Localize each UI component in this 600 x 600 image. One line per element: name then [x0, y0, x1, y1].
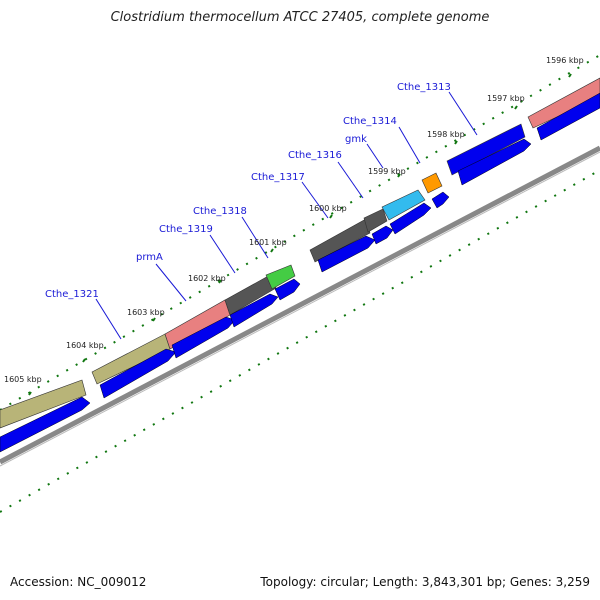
genome-summary-text: Topology: circular; Length: 3,843,301 bp…: [260, 575, 590, 589]
leader-lines: [95, 91, 478, 340]
kbp-label: 1596 kbp: [546, 56, 584, 65]
gene-label: Cthe_1319: [159, 224, 213, 235]
kbp-label: 1599 kbp: [368, 167, 406, 176]
cds-track: [0, 92, 600, 453]
gene-label: Cthe_1314: [343, 116, 397, 127]
kbp-label: 1603 kbp: [127, 308, 165, 317]
gene-cthe-1314: [421, 172, 443, 194]
backbone: [0, 145, 600, 467]
gene-label: Cthe_1318: [193, 206, 247, 217]
kbp-label: 1600 kbp: [309, 204, 347, 213]
kbp-label: 1597 kbp: [487, 94, 525, 103]
tick-track-outer: [0, 54, 600, 411]
gene-labels: Cthe_1313 Cthe_1314 gmk Cthe_1316 Cthe_1…: [45, 82, 451, 300]
gene-cthe-1316: [363, 208, 388, 233]
gene-cthe-1313: [527, 77, 600, 129]
gene-cthe-1319: [224, 273, 277, 316]
gene-label: Cthe_1313: [397, 82, 451, 93]
kbp-label: 1602 kbp: [188, 274, 226, 283]
accession-text: Accession: NC_009012: [10, 575, 147, 589]
gene-label: Cthe_1321: [45, 289, 99, 300]
gene-label: Cthe_1316: [288, 150, 342, 161]
kbp-labels: 1596 kbp 1597 kbp 1598 kbp 1599 kbp 1600…: [4, 56, 584, 384]
map-title: Clostridium thermocellum ATCC 27405, com…: [110, 10, 490, 25]
gene-label: Cthe_1317: [251, 172, 305, 183]
kbp-label: 1601 kbp: [249, 238, 287, 247]
gene-label: prmA: [136, 252, 163, 263]
major-ticks: [28, 73, 572, 396]
gene-label: gmk: [345, 134, 367, 145]
kbp-label: 1604 kbp: [66, 341, 104, 350]
gene-cthe-1317: [309, 218, 371, 263]
gene-track-colored: [0, 77, 600, 429]
gene-cthe-1321-a: [0, 379, 87, 429]
gene-cthe-1313-blue: [446, 123, 526, 176]
tick-track-inner: [0, 169, 600, 513]
gene-cthe-1318: [265, 264, 296, 290]
kbp-label: 1605 kbp: [4, 375, 42, 384]
kbp-label: 1598 kbp: [427, 130, 465, 139]
gene-gmk: [381, 189, 426, 221]
